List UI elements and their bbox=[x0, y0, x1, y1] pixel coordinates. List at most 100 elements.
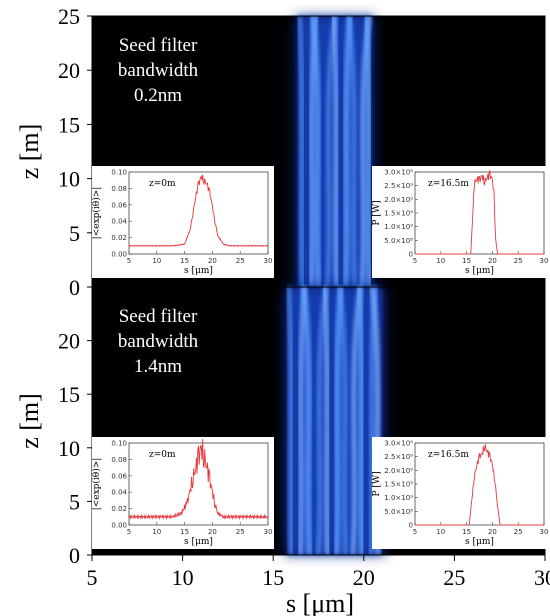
y-axis-label: z [m] bbox=[15, 124, 44, 180]
y-tick-label: 20 bbox=[58, 329, 80, 354]
y-tick-label: 10 bbox=[58, 167, 80, 192]
inset-y-tick-label: 2.0×10⁹ bbox=[384, 467, 413, 475]
y-axis-label: z [m] bbox=[15, 393, 44, 449]
inset-y-tick-label: 0.10 bbox=[111, 169, 127, 177]
inset-x-tick-label: 20 bbox=[208, 528, 217, 536]
inset-x-tick-label: 30 bbox=[264, 528, 273, 536]
inset-background bbox=[92, 166, 274, 278]
y-tick-label: 15 bbox=[58, 382, 80, 407]
beam-filament bbox=[352, 286, 362, 556]
beam-filament bbox=[287, 286, 292, 556]
y-tick-label: 25 bbox=[58, 4, 80, 29]
inset-y-tick-label: 1.0×10⁹ bbox=[384, 223, 413, 231]
inset-x-tick-label: 30 bbox=[540, 528, 549, 536]
inset-y-tick-label: 0.04 bbox=[111, 218, 127, 226]
inset-x-tick-label: 15 bbox=[462, 528, 471, 536]
annotation-line: bandwidth bbox=[118, 60, 199, 81]
beam-filament bbox=[332, 15, 338, 288]
beam-filament bbox=[348, 15, 356, 288]
inset-x-tick-label: 15 bbox=[180, 257, 189, 265]
inset-background bbox=[92, 437, 274, 549]
y-tick-label: 0 bbox=[69, 275, 80, 300]
inset-y-label: P [W] bbox=[372, 471, 382, 496]
inset-y-tick-label: 0.00 bbox=[111, 522, 127, 530]
inset-y-tick-label: 1.5×10⁹ bbox=[384, 481, 413, 489]
annotation-line: 0.2nm bbox=[134, 85, 182, 106]
inset-x-label: s [μm] bbox=[465, 266, 494, 276]
inset-y-label: P [W] bbox=[372, 200, 382, 225]
inset-y-tick-label: 1.5×10⁹ bbox=[384, 210, 413, 218]
inset-y-tick-label: 2.5×10⁹ bbox=[384, 182, 413, 190]
inset-y-tick-label: 0.02 bbox=[111, 234, 127, 242]
inset-x-tick-label: 10 bbox=[152, 528, 161, 536]
annotation-line: 1.4nm bbox=[134, 356, 182, 377]
inset-curve bbox=[128, 439, 269, 521]
inset-y-tick-label: 0.00 bbox=[111, 251, 127, 259]
x-tick-label: 15 bbox=[262, 565, 284, 590]
annotation-line: Seed filter bbox=[119, 306, 198, 327]
beam-filament bbox=[339, 286, 347, 556]
beam-filament bbox=[335, 286, 343, 556]
inset-y-tick-label: 0.08 bbox=[111, 185, 127, 193]
x-tick-label: 30 bbox=[534, 565, 550, 590]
inset-y-tick-label: 3.0×10⁹ bbox=[384, 440, 413, 448]
inset-left: 5 10 15 20 25 30 s [μm] 0.00 0.02 0.04 0.06 0.08 0.1… bbox=[91, 437, 274, 549]
inset-y-tick-label: 0.08 bbox=[111, 456, 127, 464]
inset-x-tick-label: 30 bbox=[264, 257, 273, 265]
inset-annotation: z=0m bbox=[149, 179, 176, 189]
x-axis-label: s [μm] bbox=[286, 589, 354, 616]
inset-annotation: z=0m bbox=[149, 450, 176, 460]
y-tick-label: 15 bbox=[58, 112, 80, 137]
inset-right: 5 10 15 20 25 30 s [μm] 0 5.0×10⁸ 1.0×10⁹ 1.5×10⁹ 2… bbox=[372, 166, 550, 278]
panel-frame bbox=[91, 286, 546, 556]
inset-curve bbox=[415, 444, 544, 526]
beam-filament bbox=[302, 286, 311, 556]
inset-y-label: |<exp(iθ)>| bbox=[91, 458, 102, 511]
inset-y-tick-label: 5.0×10⁸ bbox=[384, 508, 413, 516]
beam-filament bbox=[357, 286, 364, 556]
x-axis: 5 10 15 20 25 30 bbox=[87, 555, 550, 590]
y-tick-label: 5 bbox=[69, 489, 80, 514]
beam-filament bbox=[323, 286, 329, 556]
inset-annotation: z=16.5m bbox=[428, 179, 469, 189]
inset-y-tick-label: 2.0×10⁹ bbox=[384, 196, 413, 204]
inset-y-tick-label: 0.04 bbox=[111, 489, 127, 497]
y-tick-label: 20 bbox=[58, 58, 80, 83]
beam-filament bbox=[344, 15, 352, 288]
inset-y-tick-label: 0.10 bbox=[111, 440, 127, 448]
inset-x-tick-label: 25 bbox=[236, 257, 245, 265]
x-tick-label: 20 bbox=[353, 565, 375, 590]
inset-curve bbox=[128, 174, 269, 247]
inset-x-label: s [μm] bbox=[184, 537, 213, 547]
inset-x-tick-label: 10 bbox=[436, 528, 445, 536]
inset-x-tick-label: 20 bbox=[488, 528, 497, 536]
inset-y-label: |<exp(iθ)>| bbox=[91, 187, 102, 240]
inset-x-tick-label: 5 bbox=[413, 528, 417, 536]
annotation-line: Seed filter bbox=[119, 35, 198, 56]
inset-left: 5 10 15 20 25 30 s [μm] 0.00 0.02 0.04 0.06 0.08 0.1… bbox=[91, 166, 274, 278]
inset-background bbox=[372, 437, 550, 549]
inset-x-tick-label: 10 bbox=[152, 257, 161, 265]
beam-filament bbox=[326, 15, 336, 288]
inset-curve bbox=[415, 169, 544, 255]
inset-y-tick-label: 0 bbox=[409, 522, 413, 530]
inset-y-tick-label: 0.06 bbox=[111, 201, 127, 209]
inset-x-tick-label: 25 bbox=[236, 528, 245, 536]
inset-y-tick-label: 0.06 bbox=[111, 472, 127, 480]
x-tick-label: 10 bbox=[172, 565, 194, 590]
inset-x-tick-label: 20 bbox=[488, 257, 497, 265]
inset-x-tick-label: 25 bbox=[514, 257, 523, 265]
x-tick-label: 25 bbox=[443, 565, 465, 590]
inset-frame bbox=[128, 442, 269, 526]
inset-x-label: s [μm] bbox=[184, 266, 213, 276]
y-tick-label: 5 bbox=[69, 221, 80, 246]
y-tick-label: 10 bbox=[58, 436, 80, 461]
inset-x-tick-label: 5 bbox=[127, 528, 131, 536]
beam-filament bbox=[298, 15, 303, 288]
inset-x-tick-label: 15 bbox=[180, 528, 189, 536]
inset-x-label: s [μm] bbox=[465, 537, 494, 547]
inset-y-tick-label: 3.0×10⁹ bbox=[384, 169, 413, 177]
